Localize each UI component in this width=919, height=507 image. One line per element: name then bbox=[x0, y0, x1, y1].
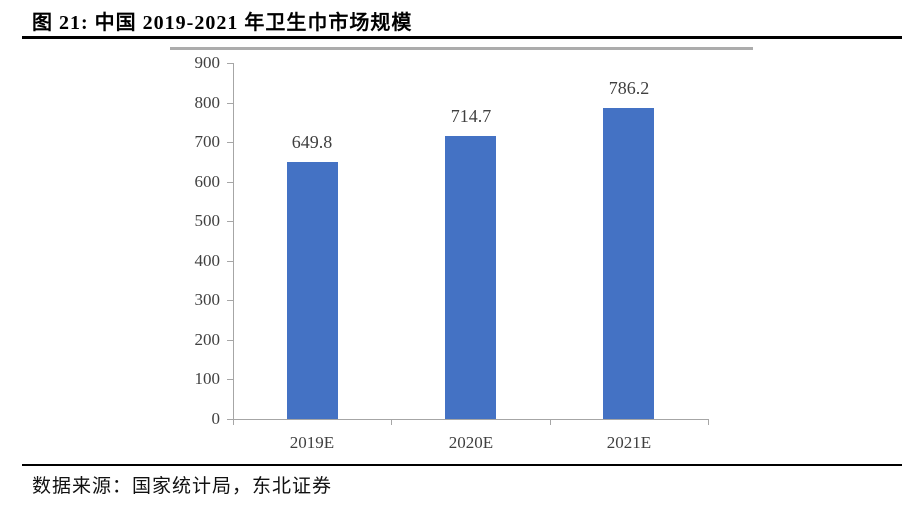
y-axis-tick bbox=[227, 63, 233, 64]
x-category-label: 2021E bbox=[606, 433, 652, 452]
source-note: 数据来源：国家统计局，东北证券 bbox=[32, 476, 333, 497]
y-axis-label: 200 bbox=[194, 330, 221, 349]
footer-divider bbox=[22, 464, 902, 466]
figure-title: 图 21: 中国 2019-2021 年卫生巾市场规模 bbox=[32, 12, 413, 34]
y-axis-tick bbox=[227, 379, 233, 380]
y-axis-tick bbox=[227, 261, 233, 262]
x-category-label: 2020E bbox=[448, 433, 494, 452]
x-axis-line bbox=[233, 419, 708, 420]
y-axis-line bbox=[233, 63, 234, 420]
y-axis-label: 400 bbox=[194, 251, 221, 270]
y-axis-label: 900 bbox=[194, 53, 221, 72]
bar-2020E bbox=[445, 136, 496, 419]
bar-value-label: 649.8 bbox=[291, 132, 333, 152]
x-axis-tick bbox=[391, 419, 392, 425]
bar-2019E bbox=[287, 162, 338, 419]
y-axis-tick bbox=[227, 103, 233, 104]
y-axis-tick bbox=[227, 182, 233, 183]
y-axis-label: 600 bbox=[194, 172, 221, 191]
y-axis-label: 0 bbox=[211, 409, 221, 428]
y-axis-label: 700 bbox=[194, 132, 221, 151]
x-axis-tick bbox=[550, 419, 551, 425]
x-axis-tick bbox=[708, 419, 709, 425]
y-axis-tick bbox=[227, 221, 233, 222]
x-category-label: 2019E bbox=[289, 433, 335, 452]
bar-2021E bbox=[603, 108, 654, 419]
x-axis-tick bbox=[233, 419, 234, 425]
y-axis-tick bbox=[227, 340, 233, 341]
chart-frame-top-border bbox=[170, 47, 753, 50]
y-axis-label: 100 bbox=[194, 369, 221, 388]
y-axis-tick bbox=[227, 300, 233, 301]
bar-value-label: 786.2 bbox=[608, 78, 650, 98]
y-axis-tick bbox=[227, 419, 233, 420]
y-axis-tick bbox=[227, 142, 233, 143]
y-axis-label: 800 bbox=[194, 93, 221, 112]
y-axis-label: 500 bbox=[194, 211, 221, 230]
y-axis-label: 300 bbox=[194, 290, 221, 309]
bar-value-label: 714.7 bbox=[450, 106, 492, 126]
title-divider bbox=[22, 36, 902, 39]
